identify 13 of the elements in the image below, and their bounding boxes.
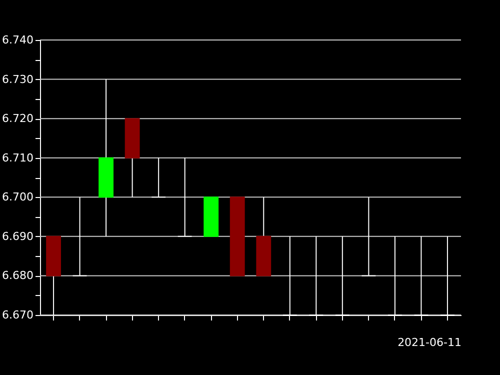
y-tick-label: 6.730 [2, 72, 34, 86]
y-tick-label: 6.690 [2, 230, 34, 243]
y-tick-label: 6.710 [2, 151, 34, 164]
y-tick-label: 6.680 [2, 269, 34, 282]
x-axis-title: 2021-06-11 [398, 336, 462, 349]
candlestick [72, 196, 88, 276]
candlestick [361, 196, 376, 276]
y-tick-label: 6.670 [2, 308, 34, 322]
y-tick-label: 6.720 [2, 112, 34, 126]
y-tick-label: 6.740 [2, 34, 34, 46]
candlestick [177, 157, 192, 237]
candlestick [151, 157, 166, 198]
y-tick-label: 6.700 [2, 190, 34, 204]
